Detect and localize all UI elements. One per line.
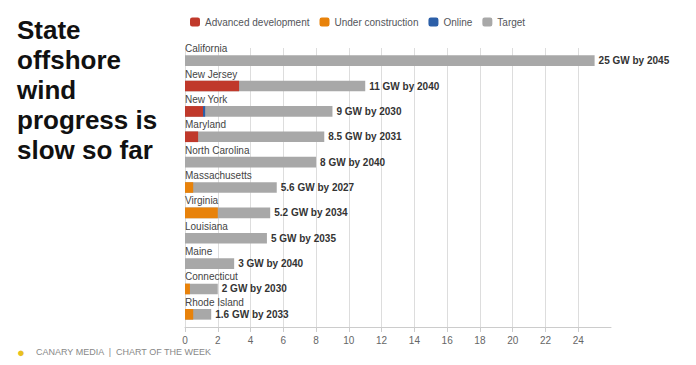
svg-text:CANARY MEDIA | CHART OF THE: CANARY MEDIA | CHART OF THE WEEK <box>36 347 211 357</box>
svg-text:Connecticut: Connecticut <box>185 271 238 282</box>
svg-text:California: California <box>185 43 228 54</box>
svg-text:Online: Online <box>443 17 472 28</box>
svg-text:slow so far: slow so far <box>17 135 153 165</box>
svg-text:22: 22 <box>540 335 552 346</box>
svg-text:Massachusetts: Massachusetts <box>185 170 252 181</box>
svg-text:2: 2 <box>215 335 221 346</box>
svg-text:Advanced development: Advanced development <box>205 17 310 28</box>
svg-text:wind: wind <box>16 75 76 105</box>
svg-text:New York: New York <box>185 94 228 105</box>
svg-text:14: 14 <box>409 335 421 346</box>
svg-text:6: 6 <box>281 335 287 346</box>
svg-text:Maryland: Maryland <box>185 119 226 130</box>
svg-text:8.5 GW by 2031: 8.5 GW by 2031 <box>328 131 402 142</box>
svg-text:progress is: progress is <box>17 105 157 135</box>
svg-text:offshore: offshore <box>17 45 121 75</box>
svg-text:Louisiana: Louisiana <box>185 221 228 232</box>
svg-text:24: 24 <box>573 335 585 346</box>
svg-text:Under construction: Under construction <box>335 17 419 28</box>
svg-text:18: 18 <box>474 335 486 346</box>
svg-text:●: ● <box>17 345 25 360</box>
svg-text:0: 0 <box>182 335 188 346</box>
svg-text:5.2 GW by 2034: 5.2 GW by 2034 <box>274 207 348 218</box>
svg-text:16: 16 <box>442 335 454 346</box>
svg-text:2 GW by 2030: 2 GW by 2030 <box>222 283 287 294</box>
svg-text:3 GW by 2040: 3 GW by 2040 <box>238 258 303 269</box>
svg-text:12: 12 <box>376 335 388 346</box>
svg-text:11 GW by 2040: 11 GW by 2040 <box>369 81 439 92</box>
svg-text:5 GW by 2035: 5 GW by 2035 <box>271 233 336 244</box>
svg-text:Maine: Maine <box>185 246 213 257</box>
svg-text:1.6 GW by 2033: 1.6 GW by 2033 <box>215 309 289 320</box>
svg-text:4: 4 <box>248 335 254 346</box>
svg-text:5.6 GW by 2027: 5.6 GW by 2027 <box>281 182 355 193</box>
svg-text:Virginia: Virginia <box>185 195 219 206</box>
svg-text:9 GW by 2030: 9 GW by 2030 <box>336 106 401 117</box>
svg-text:Target: Target <box>497 17 525 28</box>
svg-text:25 GW by 2045: 25 GW by 2045 <box>599 55 670 66</box>
svg-text:New Jersey: New Jersey <box>185 69 237 80</box>
svg-text:20: 20 <box>507 335 519 346</box>
svg-text:Rhode Island: Rhode Island <box>185 297 244 308</box>
svg-text:North Carolina: North Carolina <box>185 145 250 156</box>
svg-text:10: 10 <box>343 335 355 346</box>
svg-text:State: State <box>17 15 81 45</box>
svg-text:8: 8 <box>313 335 319 346</box>
svg-text:8 GW by 2040: 8 GW by 2040 <box>320 157 385 168</box>
